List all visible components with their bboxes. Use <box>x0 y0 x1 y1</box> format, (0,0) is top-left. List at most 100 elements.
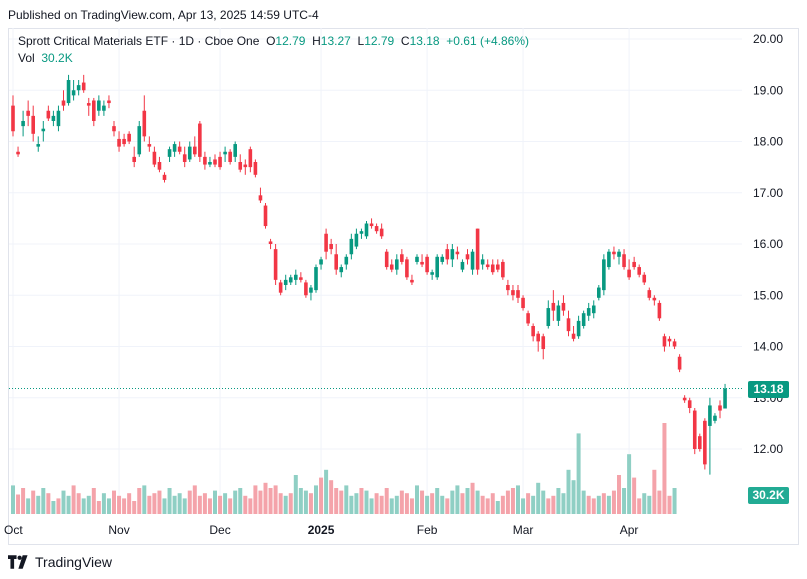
candle-body <box>344 256 349 265</box>
volume-bar <box>288 493 293 514</box>
candle-body <box>698 436 702 449</box>
candle-body <box>400 254 404 262</box>
volume-bar <box>480 495 485 514</box>
last-volume-badge: 30.2K <box>748 487 789 504</box>
candle-body <box>218 156 222 168</box>
volume-bar <box>465 488 470 514</box>
close-value: 13.18 <box>409 34 440 48</box>
candle-body <box>314 267 318 291</box>
time-tick-label: 2025 <box>308 523 335 537</box>
volume-value: 30.2K <box>41 51 73 65</box>
time-tick-label: Nov <box>108 523 129 537</box>
candle-body <box>591 305 596 314</box>
candle-body <box>632 261 636 268</box>
volume-bar <box>495 501 500 514</box>
volume-bar <box>384 488 389 514</box>
candle-body <box>501 261 505 278</box>
candle-body <box>233 144 237 157</box>
time-axis[interactable]: Oct Nov Dec 2025 Feb Mar Apr <box>4 523 638 537</box>
volume-bar <box>273 485 278 514</box>
price-tick-label: 17.00 <box>753 186 783 200</box>
legend-row-price: Sprott Critical Materials ETF · 1D · Cbo… <box>18 33 529 50</box>
volume-bar <box>76 493 81 514</box>
candle-body <box>309 287 313 293</box>
volume-bar <box>369 498 374 514</box>
candle-body <box>677 356 682 370</box>
candle-body <box>208 162 212 165</box>
volume-bar <box>415 485 419 514</box>
candle-body <box>152 151 157 165</box>
volume-bar <box>253 485 258 514</box>
candle-body <box>672 341 677 347</box>
low-label: L <box>357 34 365 48</box>
volume-bar <box>182 498 187 514</box>
candle-body <box>359 231 364 234</box>
candle-body <box>440 256 445 262</box>
candle-body <box>339 267 344 273</box>
volume-bar <box>591 498 596 514</box>
candle-body <box>526 313 530 324</box>
volume-bar <box>46 493 51 514</box>
candle-body <box>228 151 232 162</box>
volume-bar <box>334 488 339 514</box>
volume-bar <box>324 469 329 514</box>
volume-bar <box>576 433 581 514</box>
candles <box>11 74 727 475</box>
volume-bar <box>268 488 273 514</box>
volume-bar <box>218 495 223 514</box>
candle-body <box>415 256 419 262</box>
candle-body <box>723 388 727 409</box>
price-tick-label: 12.00 <box>753 442 783 456</box>
price-tick-label: 20.00 <box>753 32 783 46</box>
candle-body <box>602 259 606 291</box>
volume-bar <box>187 490 192 514</box>
volume-bar <box>81 498 86 514</box>
candle-body <box>162 174 167 180</box>
volume-bar <box>122 498 127 514</box>
candle-body <box>586 308 591 316</box>
volume-bar <box>248 498 253 514</box>
volume-bar <box>657 490 662 514</box>
volume-bar <box>329 480 334 514</box>
candle-body <box>652 297 657 301</box>
volume-bar <box>551 495 556 514</box>
volume-bar <box>490 493 495 514</box>
volume-bar <box>96 501 101 514</box>
volume-bar <box>112 490 116 514</box>
volume-bar <box>157 490 162 514</box>
volume-bar <box>627 454 632 514</box>
candle-body <box>76 85 81 91</box>
candle-body <box>193 146 197 155</box>
volume-bar <box>500 495 505 514</box>
candle-body <box>243 164 248 168</box>
candle-body <box>263 205 268 227</box>
volume-bar <box>172 495 177 514</box>
candle-body <box>703 420 707 465</box>
candle-body <box>511 290 515 296</box>
open-value: 12.79 <box>275 34 306 48</box>
volume-bar <box>647 495 652 514</box>
volume-bar <box>394 495 399 514</box>
candle-body <box>157 162 162 170</box>
high-value: 13.27 <box>320 34 351 48</box>
candle-body <box>597 287 601 298</box>
symbol-title[interactable]: Sprott Critical Materials ETF · 1D · Cbo… <box>18 34 260 48</box>
chart-canvas[interactable]: 20.0019.0018.0017.0016.0015.0014.0013.00… <box>0 28 807 546</box>
volume-bar <box>611 490 616 514</box>
low-value: 12.79 <box>364 34 395 48</box>
tradingview-logo-icon <box>8 555 28 569</box>
candle-body <box>490 264 495 273</box>
candle-body <box>521 297 525 309</box>
volume-bar <box>142 485 147 514</box>
candle-body <box>283 279 288 285</box>
volume-bar <box>379 495 384 514</box>
volume-bar <box>561 493 566 514</box>
candle-body <box>496 264 500 270</box>
candle-body <box>16 151 20 155</box>
volume-bar <box>455 485 460 514</box>
candle-body <box>637 267 641 275</box>
candle-body <box>475 228 480 270</box>
volume-bar <box>91 488 96 514</box>
volume-bar <box>662 423 667 514</box>
footer-brand[interactable]: TradingView <box>8 552 112 572</box>
